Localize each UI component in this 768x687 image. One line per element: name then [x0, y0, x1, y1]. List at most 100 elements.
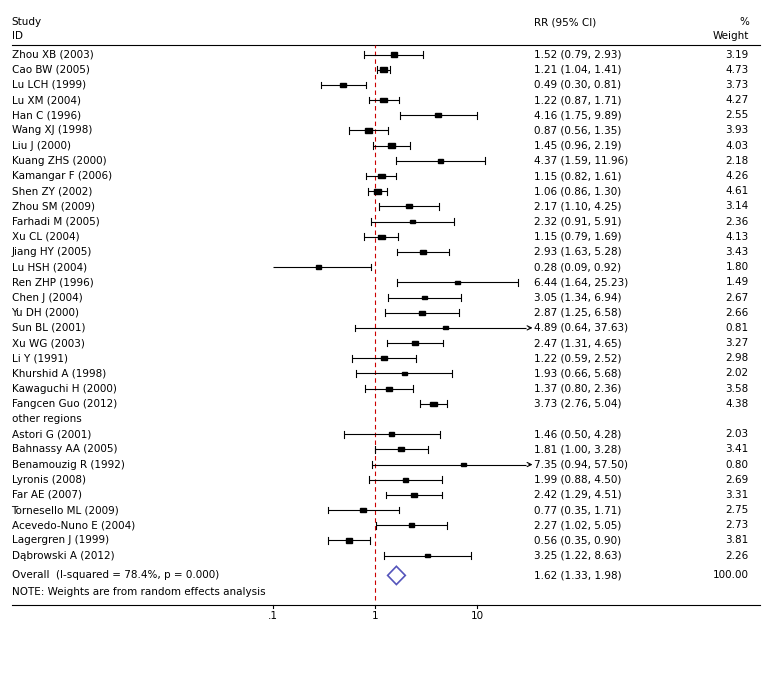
Text: 4.27: 4.27 [726, 95, 749, 105]
Text: 3.58: 3.58 [726, 383, 749, 394]
Text: Kuang ZHS (2000): Kuang ZHS (2000) [12, 156, 106, 166]
Text: 4.38: 4.38 [726, 399, 749, 409]
Text: 3.43: 3.43 [726, 247, 749, 257]
Text: 1.52 (0.79, 2.93): 1.52 (0.79, 2.93) [534, 49, 621, 60]
Text: Khurshid A (1998): Khurshid A (1998) [12, 368, 106, 379]
Text: 1.15 (0.79, 1.69): 1.15 (0.79, 1.69) [534, 232, 621, 242]
Bar [419, 311, 425, 315]
Bar [380, 98, 387, 102]
Text: 2.67: 2.67 [726, 293, 749, 302]
Bar [386, 387, 392, 391]
Bar [430, 401, 437, 406]
Bar [366, 128, 372, 133]
Text: Farhadi M (2005): Farhadi M (2005) [12, 216, 99, 227]
Bar [360, 508, 366, 512]
Text: Lu LCH (1999): Lu LCH (1999) [12, 80, 86, 90]
Text: Benamouzig R (1992): Benamouzig R (1992) [12, 460, 124, 469]
Text: Lagergren J (1999): Lagergren J (1999) [12, 535, 108, 545]
Bar [409, 523, 414, 527]
Text: 1.22 (0.87, 1.71): 1.22 (0.87, 1.71) [534, 95, 621, 105]
Text: 1.15 (0.82, 1.61): 1.15 (0.82, 1.61) [534, 171, 621, 181]
Text: Zhou SM (2009): Zhou SM (2009) [12, 201, 94, 212]
Text: other regions: other regions [12, 414, 81, 424]
Text: Overall  (I-squared = 78.4%, p = 0.000): Overall (I-squared = 78.4%, p = 0.000) [12, 570, 219, 581]
Bar [462, 463, 465, 466]
Text: Chen J (2004): Chen J (2004) [12, 293, 82, 302]
Text: 3.27: 3.27 [726, 338, 749, 348]
Text: 0.49 (0.30, 0.81): 0.49 (0.30, 0.81) [534, 80, 621, 90]
Text: Wang XJ (1998): Wang XJ (1998) [12, 126, 92, 135]
Text: 1.46 (0.50, 4.28): 1.46 (0.50, 4.28) [534, 429, 621, 439]
Text: Tornesello ML (2009): Tornesello ML (2009) [12, 505, 119, 515]
Text: 4.26: 4.26 [726, 171, 749, 181]
Bar [340, 82, 346, 87]
Bar [378, 234, 385, 239]
Text: 100.00: 100.00 [713, 570, 749, 581]
Text: Lyronis (2008): Lyronis (2008) [12, 475, 85, 485]
Text: 2.93 (1.63, 5.28): 2.93 (1.63, 5.28) [534, 247, 621, 257]
Text: 1.62 (1.33, 1.98): 1.62 (1.33, 1.98) [534, 570, 621, 581]
Bar [388, 144, 395, 148]
Text: Xu CL (2004): Xu CL (2004) [12, 232, 79, 242]
Text: 3.31: 3.31 [726, 490, 749, 500]
Text: 4.73: 4.73 [726, 65, 749, 75]
Text: 4.61: 4.61 [726, 186, 749, 196]
Text: 4.37 (1.59, 11.96): 4.37 (1.59, 11.96) [534, 156, 628, 166]
Bar [374, 189, 381, 194]
Bar [425, 554, 430, 557]
Text: Xu WG (2003): Xu WG (2003) [12, 338, 84, 348]
Text: Li Y (1991): Li Y (1991) [12, 353, 68, 363]
Bar [402, 478, 409, 482]
Bar [412, 341, 419, 345]
Text: 2.47 (1.31, 4.65): 2.47 (1.31, 4.65) [534, 338, 621, 348]
Text: 2.73: 2.73 [726, 520, 749, 530]
Bar [346, 539, 353, 543]
Text: NOTE: Weights are from random effects analysis: NOTE: Weights are from random effects an… [12, 587, 265, 597]
Bar [381, 357, 387, 360]
Text: 2.03: 2.03 [726, 429, 749, 439]
Bar [411, 493, 417, 497]
Text: 1.22 (0.59, 2.52): 1.22 (0.59, 2.52) [534, 353, 621, 363]
Text: Sun BL (2001): Sun BL (2001) [12, 323, 85, 333]
Text: Acevedo-Nuno E (2004): Acevedo-Nuno E (2004) [12, 520, 134, 530]
Text: 2.66: 2.66 [726, 308, 749, 317]
Text: 1.45 (0.96, 2.19): 1.45 (0.96, 2.19) [534, 141, 621, 150]
Text: Lu HSH (2004): Lu HSH (2004) [12, 262, 87, 272]
Text: 3.25 (1.22, 8.63): 3.25 (1.22, 8.63) [534, 551, 621, 561]
Text: 1.21 (1.04, 1.41): 1.21 (1.04, 1.41) [534, 65, 621, 75]
Text: 6.44 (1.64, 25.23): 6.44 (1.64, 25.23) [534, 278, 628, 287]
Text: 0.81: 0.81 [726, 323, 749, 333]
Text: 0.87 (0.56, 1.35): 0.87 (0.56, 1.35) [534, 126, 621, 135]
Text: Study: Study [12, 17, 41, 27]
Text: RR (95% CI): RR (95% CI) [534, 17, 596, 27]
Bar [409, 220, 415, 223]
Text: 10: 10 [471, 611, 484, 620]
Text: 2.32 (0.91, 5.91): 2.32 (0.91, 5.91) [534, 216, 621, 227]
Text: 1: 1 [372, 611, 379, 620]
Text: Lu XM (2004): Lu XM (2004) [12, 95, 81, 105]
Bar [455, 281, 460, 284]
Text: 4.16 (1.75, 9.89): 4.16 (1.75, 9.89) [534, 111, 621, 120]
Bar [391, 52, 396, 56]
Text: Ren ZHP (1996): Ren ZHP (1996) [12, 278, 93, 287]
Text: 2.98: 2.98 [726, 353, 749, 363]
Text: 1.93 (0.66, 5.68): 1.93 (0.66, 5.68) [534, 368, 621, 379]
Text: 2.69: 2.69 [726, 475, 749, 485]
Text: 3.14: 3.14 [726, 201, 749, 212]
Bar [316, 265, 321, 269]
Text: Han C (1996): Han C (1996) [12, 111, 81, 120]
Text: 2.26: 2.26 [726, 551, 749, 561]
Text: Dąbrowski A (2012): Dąbrowski A (2012) [12, 551, 114, 561]
Text: 2.17 (1.10, 4.25): 2.17 (1.10, 4.25) [534, 201, 621, 212]
Text: Jiang HY (2005): Jiang HY (2005) [12, 247, 92, 257]
Text: 2.02: 2.02 [726, 368, 749, 379]
Text: 3.93: 3.93 [726, 126, 749, 135]
Text: Fangcen Guo (2012): Fangcen Guo (2012) [12, 399, 117, 409]
Text: 1.37 (0.80, 2.36): 1.37 (0.80, 2.36) [534, 383, 621, 394]
Text: 4.13: 4.13 [726, 232, 749, 242]
Text: 1.99 (0.88, 4.50): 1.99 (0.88, 4.50) [534, 475, 621, 485]
Text: 3.19: 3.19 [726, 49, 749, 60]
Text: 0.77 (0.35, 1.71): 0.77 (0.35, 1.71) [534, 505, 621, 515]
Text: Weight: Weight [713, 31, 749, 41]
Bar [406, 204, 412, 208]
